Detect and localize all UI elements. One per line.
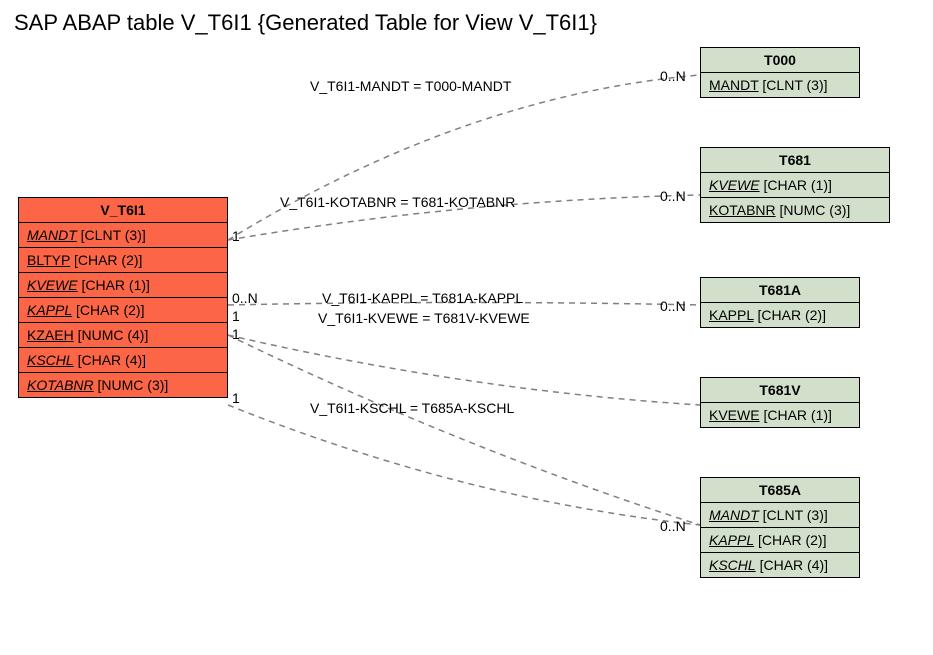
table-field: MANDT [CLNT (3)] <box>701 73 859 97</box>
table-field: KOTABNR [NUMC (3)] <box>19 373 227 397</box>
edge-label: V_T6I1-KSCHL = T685A-KSCHL <box>310 400 514 416</box>
table-field: KVEWE [CHAR (1)] <box>701 173 889 198</box>
cardinality-label: 1 <box>232 326 240 342</box>
edge-label: V_T6I1-KVEWE = T681V-KVEWE <box>318 310 530 326</box>
table-field: KZAEH [NUMC (4)] <box>19 323 227 348</box>
cardinality-label: 0..N <box>660 518 686 534</box>
table-header: T685A <box>701 478 859 503</box>
related-table-T685A: T685AMANDT [CLNT (3)]KAPPL [CHAR (2)]KSC… <box>700 477 860 578</box>
table-header: T681 <box>701 148 889 173</box>
related-table-T681: T681KVEWE [CHAR (1)]KOTABNR [NUMC (3)] <box>700 147 890 223</box>
table-header: V_T6I1 <box>19 198 227 223</box>
cardinality-label: 0..N <box>660 68 686 84</box>
table-field: KOTABNR [NUMC (3)] <box>701 198 889 222</box>
cardinality-label: 0..N <box>660 188 686 204</box>
cardinality-label: 1 <box>232 228 240 244</box>
table-header: T681A <box>701 278 859 303</box>
table-field: MANDT [CLNT (3)] <box>19 223 227 248</box>
table-field: KVEWE [CHAR (1)] <box>701 403 859 427</box>
cardinality-label: 0..N <box>232 290 258 306</box>
table-field: KAPPL [CHAR (2)] <box>701 303 859 327</box>
table-field: BLTYP [CHAR (2)] <box>19 248 227 273</box>
edge-label: V_T6I1-KAPPL = T681A-KAPPL <box>322 290 523 306</box>
table-field: KSCHL [CHAR (4)] <box>701 553 859 577</box>
page-title: SAP ABAP table V_T6I1 {Generated Table f… <box>14 10 597 36</box>
table-field: KAPPL [CHAR (2)] <box>19 298 227 323</box>
cardinality-label: 0..N <box>660 298 686 314</box>
cardinality-label: 1 <box>232 308 240 324</box>
edge-label: V_T6I1-MANDT = T000-MANDT <box>310 78 511 94</box>
related-table-T681A: T681AKAPPL [CHAR (2)] <box>700 277 860 328</box>
table-header: T681V <box>701 378 859 403</box>
table-field: KSCHL [CHAR (4)] <box>19 348 227 373</box>
table-field: KVEWE [CHAR (1)] <box>19 273 227 298</box>
table-field: MANDT [CLNT (3)] <box>701 503 859 528</box>
related-table-T681V: T681VKVEWE [CHAR (1)] <box>700 377 860 428</box>
related-table-T000: T000MANDT [CLNT (3)] <box>700 47 860 98</box>
main-table: V_T6I1MANDT [CLNT (3)]BLTYP [CHAR (2)]KV… <box>18 197 228 398</box>
cardinality-label: 1 <box>232 390 240 406</box>
table-header: T000 <box>701 48 859 73</box>
table-field: KAPPL [CHAR (2)] <box>701 528 859 553</box>
edge-label: V_T6I1-KOTABNR = T681-KOTABNR <box>280 194 515 210</box>
